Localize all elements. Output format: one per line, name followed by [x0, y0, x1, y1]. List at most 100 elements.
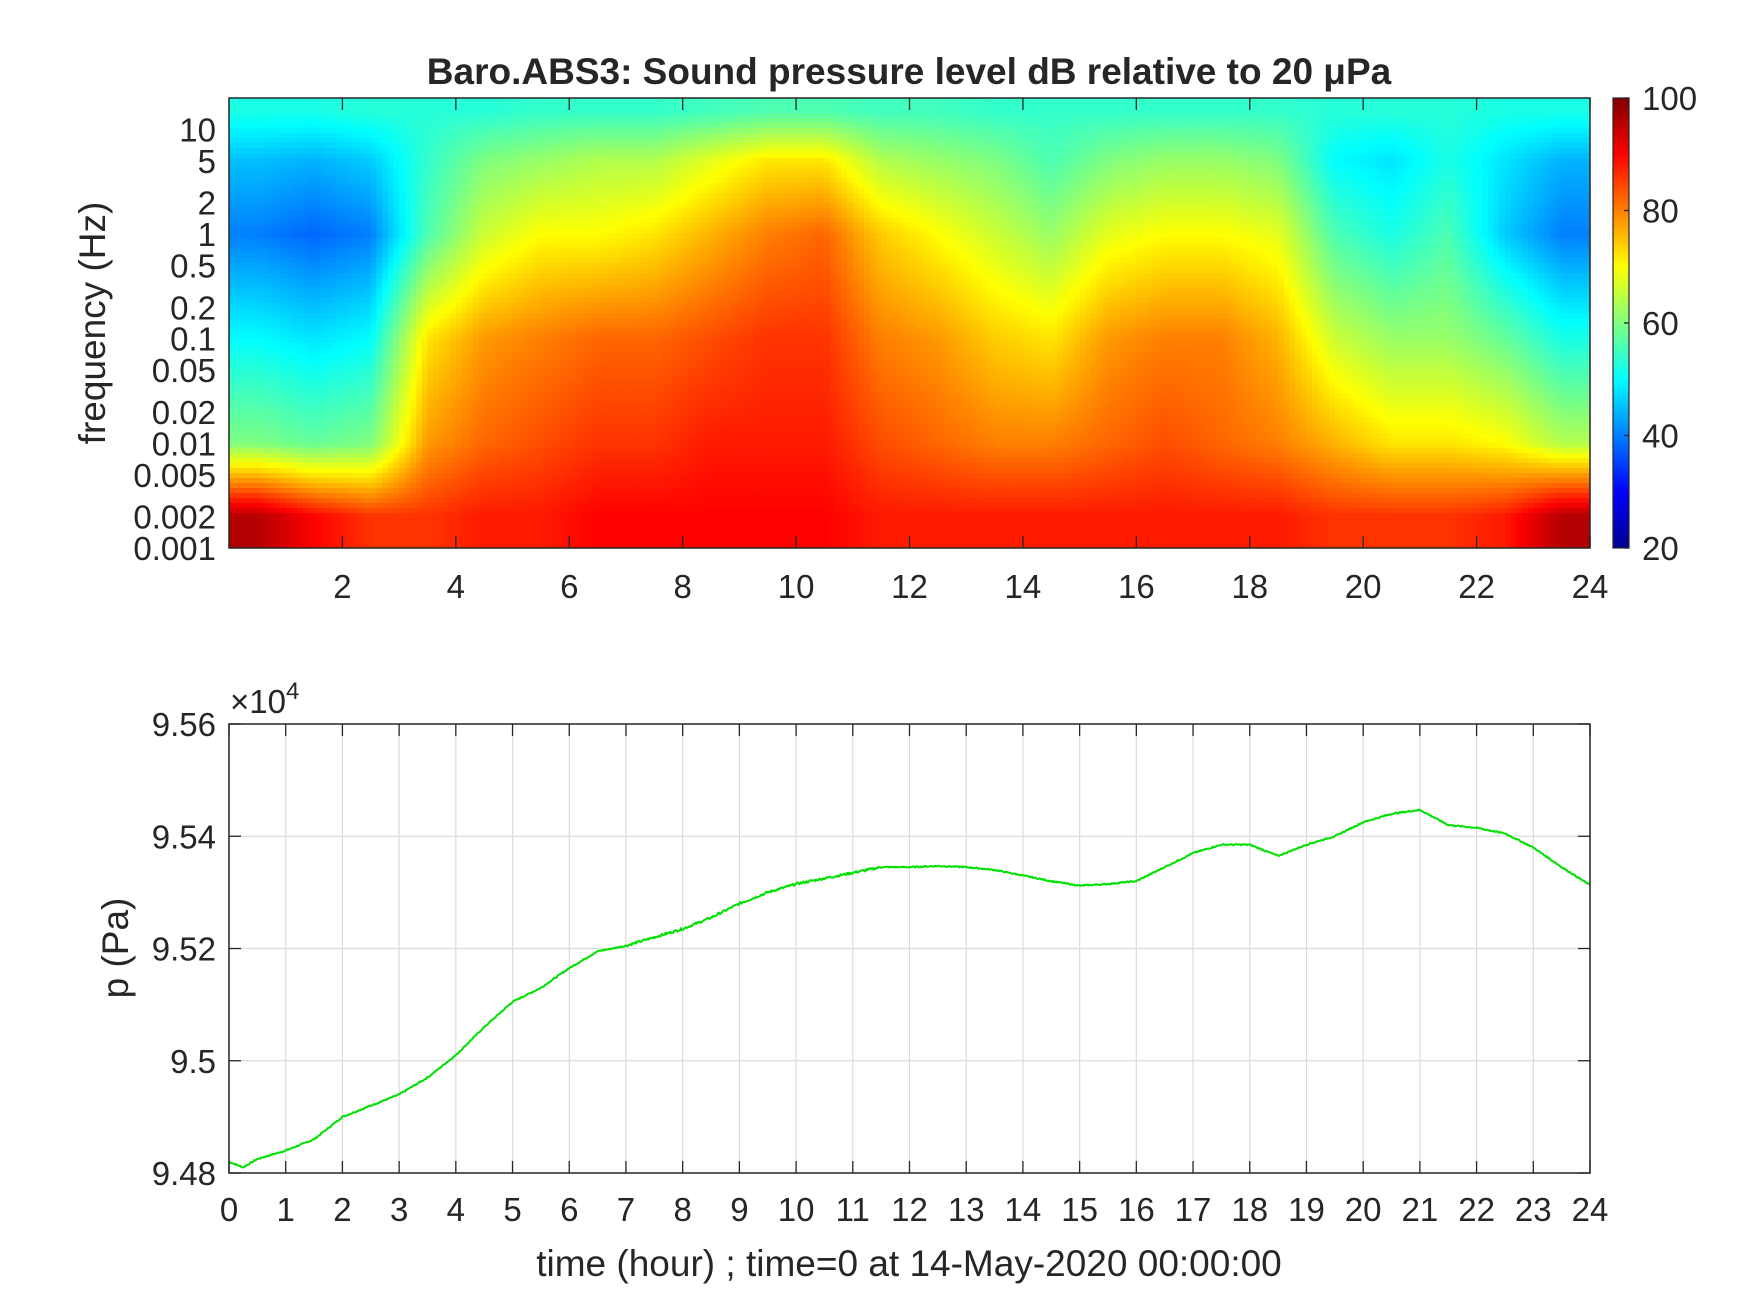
- spectrogram-cell: [530, 133, 536, 139]
- spectrogram-cell: [467, 503, 473, 509]
- spectrogram-cell: [393, 448, 399, 454]
- spectrogram-cell: [365, 338, 371, 344]
- spectrogram-cell: [467, 118, 473, 124]
- spectrogram-cell: [427, 238, 433, 244]
- spectrogram-cell: [484, 353, 490, 359]
- spectrogram-cell: [456, 168, 462, 174]
- spectrogram-cell: [297, 228, 303, 234]
- spectrogram-cell: [337, 513, 343, 519]
- spectrogram-cell: [286, 418, 292, 424]
- spectrogram-cell: [507, 383, 513, 389]
- spectrogram-cell: [325, 278, 331, 284]
- spectrogram-cell: [535, 383, 541, 389]
- spectrogram-cell: [320, 458, 326, 464]
- spectrogram-cell: [286, 498, 292, 504]
- spectrogram-cell: [405, 498, 411, 504]
- spectrogram-cell: [524, 148, 530, 154]
- spectrogram-cell: [518, 428, 524, 434]
- spectrogram-cell: [393, 423, 399, 429]
- spectrogram-cell: [229, 448, 235, 454]
- spectrogram-cell: [359, 158, 365, 164]
- spectrogram-cell: [410, 243, 416, 249]
- spectrogram-cell: [456, 533, 462, 539]
- spectrogram-cell: [479, 413, 485, 419]
- spectrogram-cell: [439, 108, 445, 114]
- spectrogram-cell: [314, 218, 320, 224]
- spectrogram-cell: [507, 493, 513, 499]
- spectrogram-cell: [405, 133, 411, 139]
- spectrogram-cell: [291, 463, 297, 469]
- spectrogram-cell: [479, 373, 485, 379]
- spectrogram-cell: [376, 193, 382, 199]
- spectrogram-cell: [371, 113, 377, 119]
- spectrogram-cell: [252, 303, 258, 309]
- spectrogram-cell: [297, 353, 303, 359]
- spectrogram-cell: [342, 268, 348, 274]
- spectrogram-cell: [410, 323, 416, 329]
- spectrogram-cell: [530, 183, 536, 189]
- spectrogram-cell: [507, 488, 513, 494]
- spectrogram-cell: [325, 238, 331, 244]
- spectrogram-cell: [354, 408, 360, 414]
- spectrogram-cell: [427, 273, 433, 279]
- spectrogram-cell: [235, 118, 241, 124]
- spectrogram-cell: [382, 473, 388, 479]
- spectrogram-cell: [303, 133, 309, 139]
- spectrogram-cell: [365, 128, 371, 134]
- spectrogram-cell: [530, 208, 536, 214]
- spectrogram-cell: [235, 338, 241, 344]
- spectrogram-cell: [274, 248, 280, 254]
- spectrogram-cell: [342, 248, 348, 254]
- spectrogram-cell: [286, 113, 292, 119]
- spectrogram-cell: [410, 438, 416, 444]
- spectrogram-cell: [462, 498, 468, 504]
- spectrogram-cell: [513, 463, 519, 469]
- spectrogram-cell: [320, 273, 326, 279]
- spectrogram-cell: [433, 193, 439, 199]
- spectrogram-cell: [427, 138, 433, 144]
- spectrogram-cell: [229, 153, 235, 159]
- spectrogram-cell: [416, 348, 422, 354]
- spectrogram-cell: [376, 468, 382, 474]
- spectrogram-cell: [501, 143, 507, 149]
- spectrogram-cell: [496, 333, 502, 339]
- spectrogram-cell: [280, 233, 286, 239]
- spectrogram-cell: [376, 528, 382, 534]
- spectrogram-cell: [308, 243, 314, 249]
- spectrogram-cell: [450, 343, 456, 349]
- spectrogram-cell: [229, 218, 235, 224]
- spectrogram-cell: [246, 243, 252, 249]
- spectrogram-cell: [280, 463, 286, 469]
- spectrogram-cell: [376, 258, 382, 264]
- spectrogram-cell: [354, 218, 360, 224]
- spectrogram-cell: [473, 308, 479, 314]
- spectrogram-cell: [235, 123, 241, 129]
- spectrogram-cell: [359, 338, 365, 344]
- spectrogram-cell: [297, 388, 303, 394]
- spectrogram-cell: [257, 213, 263, 219]
- spectrogram-cell: [462, 508, 468, 514]
- spectrogram-cell: [524, 493, 530, 499]
- spectrogram-cell: [235, 158, 241, 164]
- spectrogram-cell: [530, 203, 536, 209]
- spectrogram-cell: [235, 508, 241, 514]
- spectrogram-cell: [456, 463, 462, 469]
- spectrogram-cell: [348, 533, 354, 539]
- spectrogram-cell: [297, 263, 303, 269]
- spectrogram-cell: [240, 363, 246, 369]
- spectrogram-cell: [433, 378, 439, 384]
- spectrogram-cell: [513, 538, 519, 544]
- spectrogram-cell: [320, 288, 326, 294]
- spectrogram-cell: [331, 283, 337, 289]
- spectrogram-cell: [286, 168, 292, 174]
- spectrogram-cell: [388, 448, 394, 454]
- spectrogram-cell: [246, 248, 252, 254]
- spectrogram-cell: [314, 188, 320, 194]
- spectrogram-cell: [501, 458, 507, 464]
- spectrogram-cell: [257, 403, 263, 409]
- spectrogram-cell: [501, 313, 507, 319]
- spectrogram-cell: [484, 363, 490, 369]
- spectrogram-cell: [524, 188, 530, 194]
- spectrogram-cell: [507, 508, 513, 514]
- spectrogram-cell: [439, 113, 445, 119]
